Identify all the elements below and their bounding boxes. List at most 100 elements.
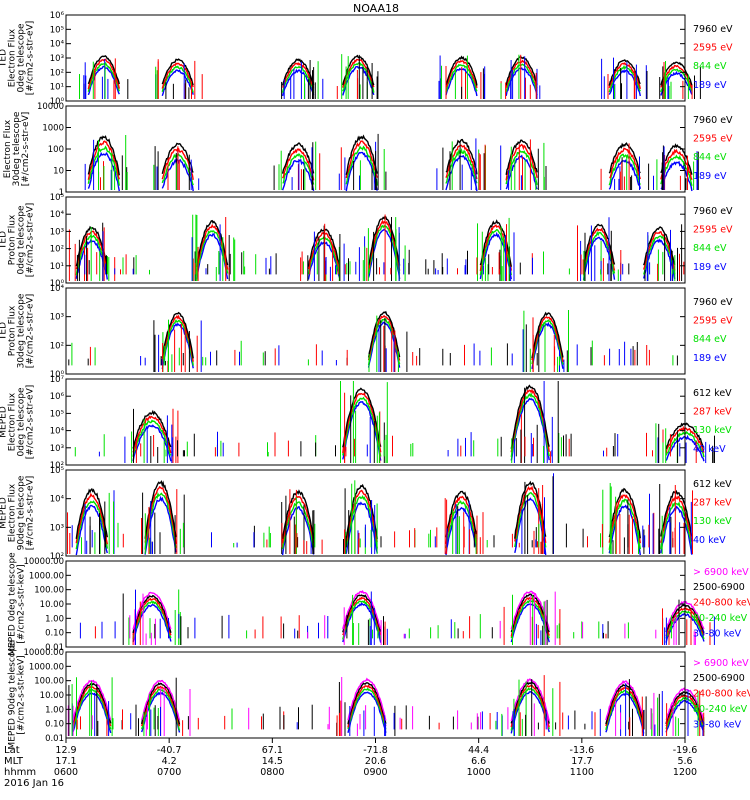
legend-entry: 2500-6900	[693, 673, 745, 684]
legend-entry: 80-240 keV	[693, 704, 748, 715]
panel-5: 10² 10³ 10⁴ 10⁵ 10⁶ 10⁷ MEPEDElectron Flux0deg…	[0, 375, 732, 471]
series-arc-8-1-5	[72, 679, 112, 721]
y-tick-label: 10²	[50, 245, 64, 255]
y-tick-label: 10000.00	[23, 648, 64, 658]
series-arc-2-8-3	[660, 148, 693, 181]
y-tick-label: 10²	[50, 461, 64, 471]
mlt-tick-label: 14.5	[262, 756, 283, 767]
series-arc-6-1-4	[75, 487, 108, 539]
legend-entry: 40 keV	[693, 444, 726, 455]
series-arc-1-2-4	[161, 58, 194, 86]
y-axis-label: MEPED 90deg telescope[#/cm2-s-str-keV]	[8, 640, 27, 750]
lat-tick-label: -71.8	[363, 745, 388, 756]
y-axis-label: MEPED 0deg telescope[#/cm2-s-str-keV]	[8, 552, 27, 656]
series-arc-6-6-4	[514, 480, 547, 539]
series-arc-3-7-1	[643, 238, 676, 280]
mlt-tick-label: 17.7	[571, 756, 592, 767]
y-tick-label: 10⁰	[50, 279, 65, 289]
y-tick-label: 10000.00	[23, 557, 64, 567]
y-axis-label: TEDElectron Flux0deg telescope[#/cm2-s-s…	[0, 21, 36, 96]
series-arc-6-2-3	[144, 485, 177, 544]
series-arc-6-8-2	[660, 501, 693, 551]
y-tick-label: 10⁴	[50, 210, 65, 220]
panel-frame	[65, 196, 686, 284]
series-arc-2-7-1	[608, 159, 641, 190]
series-arc-8-5-3	[605, 686, 645, 728]
series-arc-3-1-1	[75, 237, 108, 280]
y-tick-label: 0.10	[45, 720, 64, 730]
y-tick-label: 1	[59, 188, 64, 198]
series-arc-1-3-4	[281, 58, 315, 86]
series-arc-6-7-4	[608, 487, 641, 539]
series-arc-4-1-3	[161, 314, 194, 362]
series-arc-1-2-2	[161, 65, 194, 93]
y-tick-label: 10³	[50, 54, 64, 64]
legend-entry: 80-240 keV	[693, 613, 748, 624]
series-arc-6-7-3	[608, 494, 641, 544]
series-arc-5-1-2	[132, 419, 172, 457]
y-tick-label: 10⁴	[50, 40, 65, 50]
panel-3: 10⁰ 10¹ 10² 10³ 10⁴ 10⁵ TEDProton Flux0deg tel…	[0, 193, 733, 289]
y-tick-label: 10000	[37, 102, 64, 112]
time-tick-label: 0700	[157, 767, 181, 778]
y-tick-label: 10²	[50, 341, 64, 351]
time-tick-label: 0900	[363, 767, 387, 778]
series-arc-1-8-4	[660, 61, 693, 86]
y-axis-label: TEDProton Flux30deg telescope[#/cm2-s-st…	[0, 293, 36, 368]
series-arc-8-2-3	[141, 685, 181, 727]
legend-entry: > 6900 keV	[693, 567, 749, 578]
panel-frame	[65, 469, 686, 557]
legend-entry: 240-800 keV	[693, 689, 750, 700]
series-arc-6-3-4	[281, 489, 315, 540]
y-tick-label: 1000	[42, 124, 64, 134]
mlt-tick-label: 17.1	[55, 756, 76, 767]
series-arc-2-2-4	[161, 142, 194, 174]
y-tick-label: 10²	[50, 552, 64, 562]
series-arc-2-7-2	[608, 153, 641, 186]
series-arc-6-3-2	[281, 501, 315, 550]
series-arc-2-8-4	[660, 143, 693, 175]
series-arc-6-5-4	[445, 490, 478, 539]
y-tick-label: 0.01	[45, 643, 64, 653]
series-arc-5-3-3	[510, 388, 550, 453]
y-tick-label: 10⁶	[50, 11, 65, 21]
y-tick-label: 10³	[50, 523, 64, 533]
series-arc-1-5-4	[445, 55, 478, 86]
series-arc-6-3-1	[281, 505, 315, 556]
legend-entry: 7960 eV	[693, 115, 733, 126]
series-arc-6-8-1	[660, 505, 693, 555]
series-arc-8-2-4	[141, 682, 181, 725]
series-arc-2-7-3	[609, 147, 641, 180]
series-arc-2-7-4	[608, 142, 641, 174]
series-arc-3-1-3	[75, 230, 108, 270]
y-tick-label: 10⁵	[50, 25, 64, 35]
series-arc-5-1-3	[132, 415, 172, 454]
series-arc-1-3-3	[281, 61, 315, 89]
y-tick-label: 10¹	[50, 83, 64, 93]
y-tick-label: 1000.00	[29, 662, 64, 672]
legend-entry: 2595 eV	[693, 225, 733, 236]
legend-entry: 287 keV	[693, 498, 732, 509]
time-tick-label: 1100	[570, 767, 594, 778]
y-tick-label: 10⁴	[50, 427, 65, 437]
series-arc-8-2-5	[141, 679, 181, 721]
series-arc-7-2-4	[342, 594, 382, 633]
series-arc-7-1-3	[132, 597, 172, 636]
series-arc-7-3-4	[510, 593, 550, 633]
y-tick-label: 0.01	[45, 734, 64, 744]
legend-entry: 2595 eV	[693, 134, 733, 145]
y-tick-label: 10⁶	[50, 392, 65, 402]
y-tick-label: 10⁵	[50, 409, 64, 419]
legend-entry: 7960 eV	[693, 297, 733, 308]
series-arc-5-3-2	[510, 391, 550, 458]
legend-entry: 2595 eV	[693, 43, 733, 54]
series-arc-7-3-5	[510, 590, 550, 630]
series-arc-2-4-3	[345, 140, 378, 179]
lat-tick-label: -40.7	[157, 745, 182, 756]
y-tick-label: 10⁷	[50, 375, 65, 385]
lat-tick-label: 44.4	[468, 745, 489, 756]
legend-entry: 30-80 keV	[693, 719, 742, 730]
series-arc-8-5-2	[605, 689, 645, 731]
panel-1: 10⁰ 10¹ 10² 10³ 10⁴ 10⁵ 10⁶ TEDElectron Flux0de…	[0, 11, 733, 107]
series-arc-6-5-2	[445, 500, 478, 550]
